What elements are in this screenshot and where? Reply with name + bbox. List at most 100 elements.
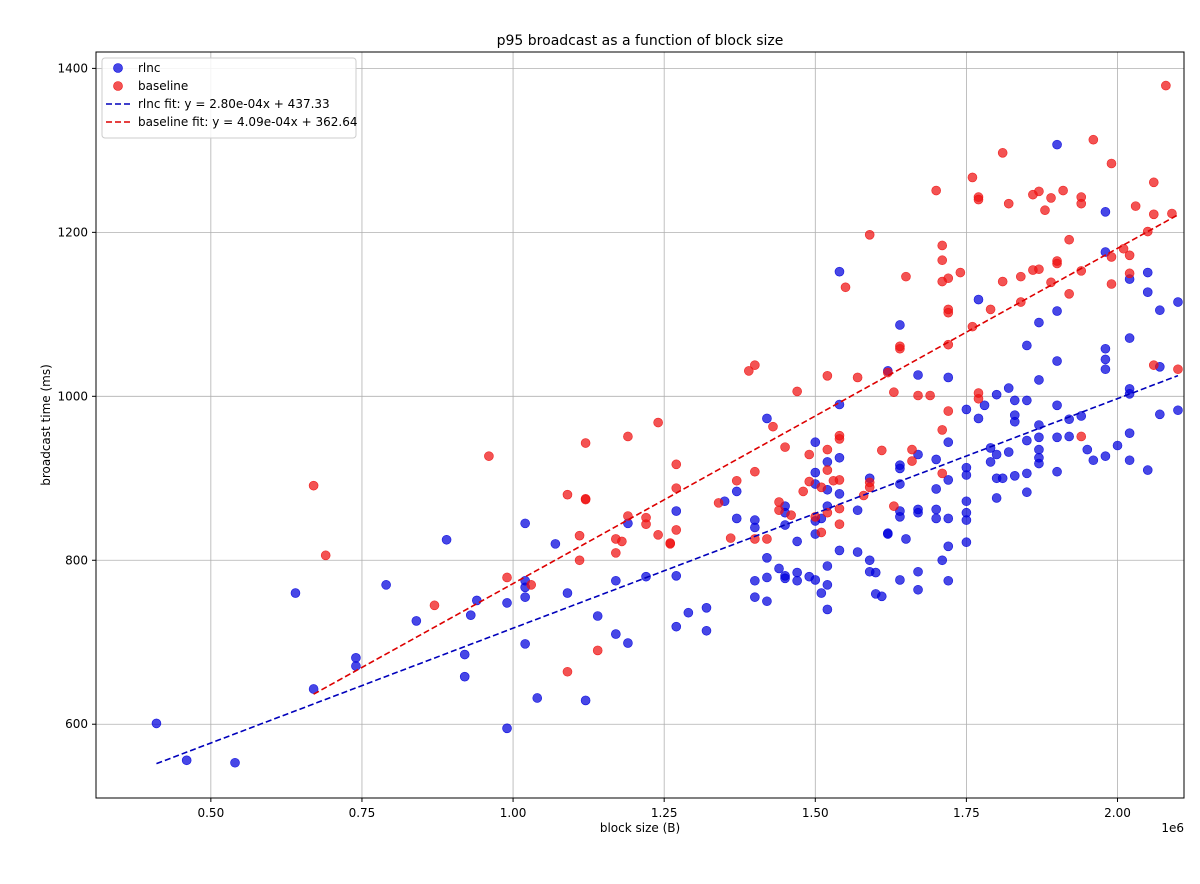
rlnc-point bbox=[671, 621, 682, 632]
rlnc-point bbox=[961, 404, 972, 415]
rlnc-point bbox=[1022, 468, 1032, 479]
baseline-point bbox=[653, 530, 663, 540]
rlnc-point bbox=[961, 496, 972, 507]
rlnc-point bbox=[465, 610, 476, 620]
rlnc-point bbox=[731, 513, 742, 524]
rlnc-point bbox=[913, 566, 923, 577]
baseline-point bbox=[1106, 279, 1117, 289]
rlnc-point bbox=[381, 580, 391, 590]
rlnc-point bbox=[762, 413, 772, 424]
x-tick-label: 1.50 bbox=[802, 806, 829, 820]
legend-label: baseline bbox=[138, 79, 188, 93]
rlnc-point bbox=[459, 671, 470, 682]
rlnc-point bbox=[1124, 455, 1135, 466]
rlnc-point bbox=[532, 693, 543, 703]
baseline-point bbox=[973, 194, 984, 205]
rlnc-point bbox=[1124, 389, 1135, 399]
rlnc-point bbox=[780, 573, 790, 584]
baseline-point bbox=[834, 503, 845, 514]
baseline-point bbox=[1015, 271, 1026, 282]
baseline-point bbox=[1046, 277, 1056, 288]
rlnc-point bbox=[1009, 395, 1020, 406]
baseline-point bbox=[1148, 209, 1159, 220]
y-tick-label: 1400 bbox=[57, 61, 88, 75]
rlnc-point bbox=[1009, 416, 1020, 427]
rlnc-point bbox=[520, 518, 530, 529]
rlnc-point bbox=[1034, 420, 1044, 430]
y-tick-label: 1000 bbox=[57, 389, 88, 403]
rlnc-point bbox=[1082, 444, 1093, 455]
baseline-point bbox=[1003, 198, 1014, 209]
plot-frame bbox=[95, 51, 1185, 799]
rlnc-point bbox=[1052, 139, 1062, 150]
x-tick-label: 1.25 bbox=[651, 806, 678, 820]
rlnc-point bbox=[780, 520, 790, 530]
rlnc-point bbox=[1034, 458, 1044, 469]
rlnc-point bbox=[834, 452, 845, 463]
rlnc-point bbox=[810, 467, 821, 478]
baseline-point bbox=[743, 366, 754, 376]
baseline-point bbox=[907, 444, 917, 455]
baseline-point bbox=[834, 519, 845, 529]
legend-box bbox=[101, 57, 357, 139]
rlnc-point bbox=[1034, 444, 1044, 455]
baseline-point bbox=[1148, 360, 1159, 370]
rlnc-point bbox=[1052, 466, 1062, 477]
baseline-point bbox=[852, 372, 863, 383]
baseline-point bbox=[834, 475, 845, 485]
rlnc-point bbox=[1064, 414, 1074, 425]
baseline-fit-line bbox=[313, 214, 1179, 695]
rlnc-point bbox=[870, 567, 881, 578]
rlnc-point bbox=[792, 536, 802, 547]
rlnc-point bbox=[502, 598, 512, 608]
baseline-point bbox=[774, 505, 784, 516]
baseline-point bbox=[623, 511, 633, 521]
baseline-point bbox=[792, 386, 802, 397]
rlnc-point bbox=[671, 571, 682, 581]
baseline-point bbox=[822, 465, 833, 475]
baseline-point bbox=[816, 482, 827, 493]
rlnc-point bbox=[1088, 455, 1099, 466]
rlnc-point bbox=[1034, 317, 1044, 328]
rlnc-point bbox=[937, 555, 948, 566]
baseline-point bbox=[985, 304, 996, 315]
baseline-point bbox=[641, 512, 651, 523]
rlnc-point bbox=[943, 372, 954, 383]
rlnc-point bbox=[913, 370, 923, 380]
fit-lines bbox=[156, 214, 1179, 765]
legend-label: rlnc bbox=[138, 61, 160, 75]
rlnc-point bbox=[562, 588, 573, 598]
rlnc-point bbox=[1003, 383, 1014, 393]
legend-marker bbox=[113, 63, 123, 73]
rlnc-point bbox=[852, 547, 863, 557]
baseline-point bbox=[665, 539, 676, 549]
x-tick-label: 2.00 bbox=[1104, 806, 1131, 820]
rlnc-point bbox=[792, 567, 802, 578]
baseline-point bbox=[1148, 177, 1159, 188]
rlnc-point bbox=[1034, 375, 1044, 385]
rlnc-point bbox=[230, 757, 240, 768]
rlnc-point bbox=[876, 591, 887, 602]
rlnc-point bbox=[750, 522, 760, 533]
rlnc-point bbox=[991, 449, 1002, 460]
baseline-point bbox=[889, 387, 899, 398]
baseline-point bbox=[834, 434, 845, 444]
baseline-point bbox=[617, 536, 627, 547]
baseline-point bbox=[937, 276, 948, 287]
baseline-point bbox=[1034, 264, 1044, 275]
baseline-point bbox=[1161, 80, 1171, 91]
rlnc-point bbox=[502, 723, 512, 734]
baseline-point bbox=[1106, 158, 1117, 169]
baseline-point bbox=[822, 444, 833, 455]
baseline-point bbox=[1064, 289, 1074, 299]
baseline-point bbox=[895, 343, 905, 354]
rlnc-point bbox=[1112, 440, 1123, 451]
rlnc-point bbox=[580, 695, 591, 706]
rlnc-point bbox=[351, 653, 361, 663]
rlnc-point bbox=[985, 457, 996, 467]
rlnc-point bbox=[895, 463, 905, 474]
rlnc-point bbox=[961, 537, 972, 548]
baseline-point bbox=[725, 533, 736, 543]
x-axis-offset-text: 1e6 bbox=[1161, 821, 1184, 835]
